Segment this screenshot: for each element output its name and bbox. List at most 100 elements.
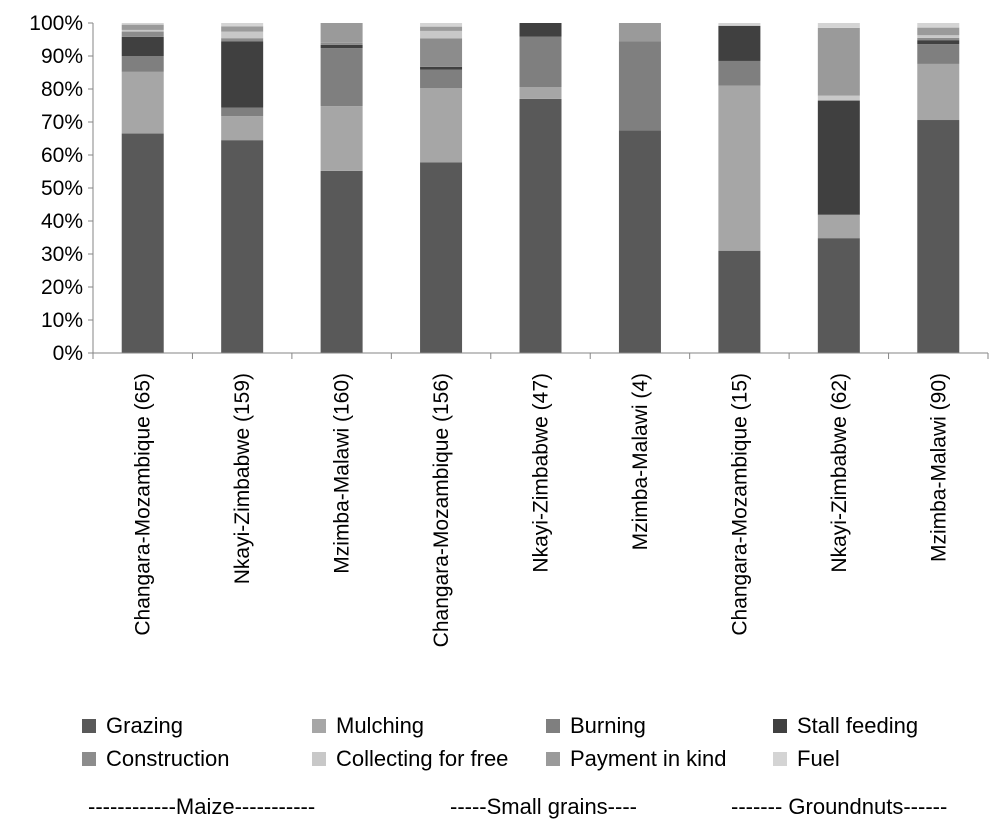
bar-segment-collecting-for-free-1: [121, 29, 164, 32]
bar-segment-construction-3: [320, 42, 363, 45]
bar-segment-mulching-3: [320, 106, 363, 171]
legend-label: Burning: [570, 713, 646, 738]
legend-swatch: [312, 752, 326, 766]
bar-segment-grazing-8: [817, 238, 860, 353]
bar-segment-payment-in-kind-8: [817, 27, 860, 96]
bar-segment-fuel-7: [718, 23, 761, 25]
bar-segment-grazing-9: [917, 120, 960, 354]
legend-item-construction: Construction: [82, 747, 312, 771]
bar-segment-mulching-1: [121, 71, 164, 134]
bars-layer: [121, 23, 960, 354]
y-tick-label: 80%: [41, 78, 83, 101]
bar-segment-mulching-9: [917, 63, 960, 121]
bar-segment-stall-feeding-4: [420, 66, 463, 70]
bar-segment-collecting-for-free-8: [817, 95, 860, 101]
bar-segment-burning-3: [320, 48, 363, 107]
x-tick-label: Nkayi-Zimbabwe (62): [828, 373, 851, 573]
legend-label: Grazing: [106, 713, 184, 738]
group-label-maize: ------------Maize-----------: [88, 794, 316, 819]
legend-swatch: [312, 719, 326, 733]
bar-segment-grazing-5: [519, 98, 562, 354]
legend-swatch: [546, 719, 560, 733]
legend-swatch: [773, 752, 787, 766]
x-tick-label: Mzimba-Malawi (160): [331, 373, 354, 574]
legend-item-burning: Burning: [546, 714, 773, 738]
bar-segment-stall-feeding-8: [817, 100, 860, 215]
legend-item-stall-feeding: Stall feeding: [773, 714, 973, 738]
bar-segment-mulching-8: [817, 214, 860, 239]
bar-segment-stall-feeding-1: [121, 36, 164, 56]
bar-segment-burning-4: [420, 69, 463, 89]
bar-segment-payment-in-kind-4: [420, 26, 463, 31]
bar-segment-stall-feeding-9: [917, 40, 960, 45]
y-tick-label: 70%: [41, 111, 83, 134]
bar-segment-payment-in-kind-6: [618, 23, 661, 42]
bar-segment-payment-in-kind-2: [221, 26, 264, 32]
x-tick-labels: Changara-Mozambique (65) Nkayi-Zimbabwe (…: [132, 373, 951, 647]
y-tick-label: 0%: [53, 342, 83, 365]
bar-segment-collecting-for-free-4: [420, 30, 463, 39]
y-tick-labels: 0% 10% 20% 30% 40% 50% 60% 70% 80% 90% 100%: [29, 12, 83, 365]
bar-segment-construction-4: [420, 38, 463, 67]
bar-segment-burning-1: [121, 56, 164, 72]
bar-segment-grazing-7: [718, 250, 761, 353]
legend-label: Fuel: [797, 746, 840, 771]
bar-segment-stall-feeding-7: [718, 25, 761, 61]
bar-segment-mulching-4: [420, 88, 463, 163]
x-tick-label: Nkayi-Zimbabwe (159): [231, 373, 254, 584]
y-tick-label: 40%: [41, 210, 83, 233]
bar-segment-collecting-for-free-7: [718, 24, 761, 26]
bar-segment-fuel-8: [817, 23, 860, 28]
y-tick-label: 30%: [41, 243, 83, 266]
legend-label: Payment in kind: [570, 746, 727, 771]
legend-item-grazing: Grazing: [82, 714, 312, 738]
bar-segment-grazing-2: [221, 140, 264, 353]
bar-segment-collecting-for-free-2: [221, 31, 264, 39]
bar-segment-collecting-for-free-9: [917, 35, 960, 38]
bar-segment-stall-feeding-2: [221, 41, 264, 108]
bar-segment-burning-5: [519, 36, 562, 88]
legend-swatch: [82, 719, 96, 733]
bar-segment-construction-2: [221, 38, 264, 42]
x-tick-label: Nkayi-Zimbabwe (47): [530, 373, 553, 573]
bar-segment-mulching-5: [519, 87, 562, 99]
y-tick-label: 50%: [41, 177, 83, 200]
legend-label: Stall feeding: [797, 713, 919, 738]
y-tick-label: 20%: [41, 276, 83, 299]
axes-layer: [88, 22, 989, 359]
y-tick-label: 90%: [41, 45, 83, 68]
x-tick-label: Mzimba-Malawi (90): [927, 373, 950, 562]
bar-segment-grazing-4: [420, 162, 463, 353]
bar-segment-fuel-4: [420, 23, 463, 27]
bar-segment-payment-in-kind-9: [917, 27, 960, 36]
bar-segment-fuel-2: [221, 23, 264, 27]
bar-segment-grazing-3: [320, 170, 363, 353]
x-tick-label: Changara-Mozambique (65): [132, 373, 155, 636]
bar-segment-construction-9: [917, 37, 960, 41]
legend-swatch: [546, 752, 560, 766]
crop-group-labels: ------------Maize----------- -----Small …: [0, 794, 994, 824]
group-label-small-grains: -----Small grains----: [450, 794, 637, 819]
bar-segment-mulching-2: [221, 116, 264, 141]
x-tick-label: Changara-Mozambique (15): [728, 373, 751, 636]
bar-segment-burning-2: [221, 107, 264, 117]
legend-label: Construction: [106, 746, 230, 771]
bar-segment-payment-in-kind-3: [320, 23, 363, 43]
bar-segment-grazing-1: [121, 133, 164, 353]
legend-item-payment-in-kind: Payment in kind: [546, 747, 773, 771]
legend-swatch: [773, 719, 787, 733]
bar-segment-construction-1: [121, 31, 164, 37]
bar-segment-grazing-6: [618, 130, 661, 353]
bar-segment-fuel-9: [917, 23, 960, 28]
y-tick-label: 100%: [29, 12, 83, 35]
y-tick-label: 10%: [41, 309, 83, 332]
legend-item-fuel: Fuel: [773, 747, 973, 771]
bar-segment-fuel-1: [121, 23, 164, 25]
legend-swatch: [82, 752, 96, 766]
legend-label: Collecting for free: [336, 746, 509, 771]
bar-segment-stall-feeding-5: [519, 23, 562, 37]
legend-item-mulching: Mulching: [312, 714, 546, 738]
group-label-groundnuts: ------- Groundnuts------: [731, 794, 948, 819]
bar-segment-burning-6: [618, 41, 661, 131]
chart-legend: Grazing Mulching Burning Stall feeding Const…: [82, 714, 982, 771]
